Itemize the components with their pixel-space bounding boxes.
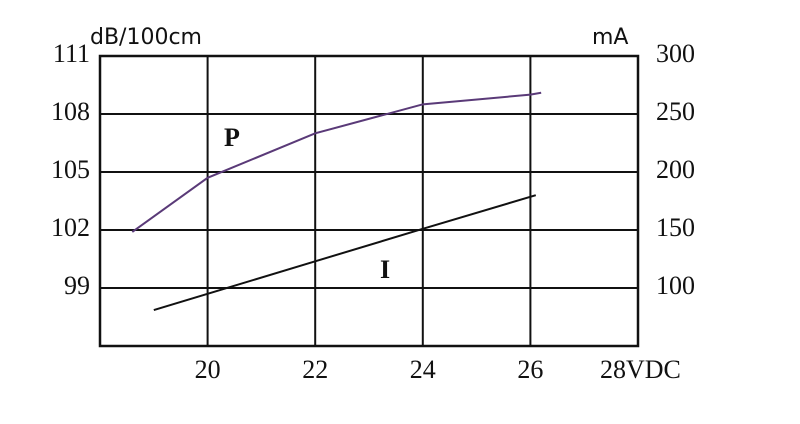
series-label: P bbox=[224, 123, 240, 152]
data-line bbox=[153, 194, 537, 311]
data-line bbox=[131, 91, 542, 233]
y-tick-label: 102 bbox=[51, 213, 90, 242]
y2-axis-label: mA bbox=[592, 25, 628, 50]
y-tick-label: 105 bbox=[51, 155, 90, 184]
y2-tick-label: 250 bbox=[656, 97, 695, 126]
y-tick-label: 99 bbox=[64, 271, 90, 300]
y-tick-label: 108 bbox=[51, 97, 90, 126]
y2-tick-label: 150 bbox=[656, 213, 695, 242]
y2-tick-label: 200 bbox=[656, 155, 695, 184]
x-tick-label: 28VDC bbox=[600, 355, 681, 384]
y2-tick-label: 300 bbox=[656, 39, 695, 68]
y-tick-label: 111 bbox=[53, 39, 90, 68]
x-tick-label: 26 bbox=[517, 355, 543, 384]
x-tick-label: 22 bbox=[302, 355, 328, 384]
x-tick-label: 20 bbox=[195, 355, 221, 384]
x-tick-label: 24 bbox=[410, 355, 436, 384]
y-axis-label: dB/100cm bbox=[90, 25, 202, 50]
series-label: I bbox=[380, 255, 390, 284]
y2-tick-label: 100 bbox=[656, 271, 695, 300]
